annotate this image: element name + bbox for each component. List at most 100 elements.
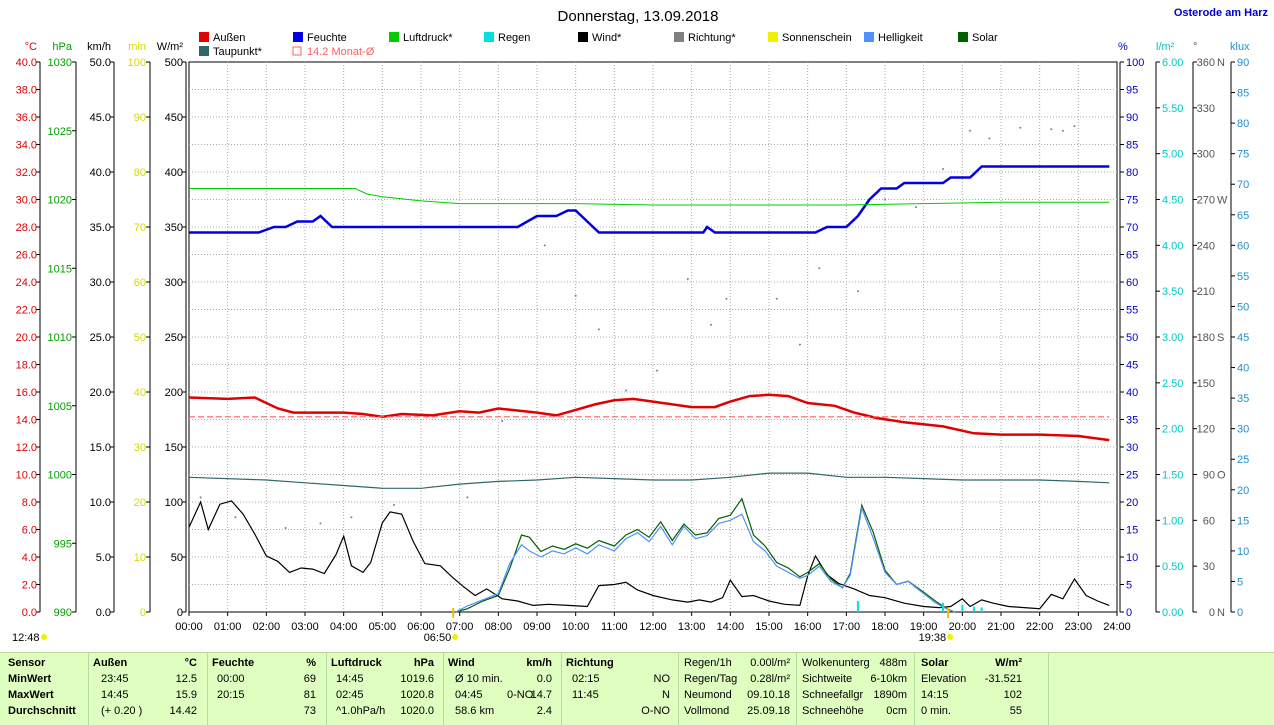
legend-swatch-3: [484, 32, 494, 42]
stats-aussen-r1-c0: 14:45: [101, 689, 129, 701]
legend-label-9: Taupunkt*: [213, 46, 263, 58]
wm2-tick-label-0: 0: [177, 607, 183, 619]
temp-tick-label-20: 40.0: [16, 57, 37, 69]
time-tick-label-20: 20:00: [949, 621, 977, 633]
stats-wind-r2-c2: 2.4: [536, 705, 552, 717]
klux-tick-label-2: 10: [1237, 546, 1249, 558]
wm2-tick-label-9: 450: [165, 112, 183, 124]
legend-swatch-7: [864, 32, 874, 42]
deg-tick-label-8: 240: [1197, 240, 1215, 252]
klux-tick-label-15: 75: [1237, 149, 1249, 161]
lm2-tick-label-10: 5.00: [1162, 149, 1183, 161]
stats-aussen-r2-c0: (+ 0.20 ): [101, 705, 143, 717]
series-richtung--point-6: [431, 485, 434, 488]
klux-tick-label-1: 5: [1237, 576, 1243, 588]
series-richtung--point-0: [199, 496, 202, 499]
series-richtung--point-19: [818, 267, 821, 270]
klux-tick-label-9: 45: [1237, 332, 1249, 344]
legend-swatch-6: [768, 32, 778, 42]
klux-tick-label-13: 65: [1237, 210, 1249, 222]
stats-luftdruck-r0-c1: 1019.6: [400, 673, 434, 685]
percent-tick-label-16: 80: [1126, 167, 1138, 179]
stats-separator-8: [1048, 653, 1049, 725]
temp-tick-label-3: 6.0: [22, 525, 37, 537]
deg-tick-label-1: 30: [1203, 561, 1215, 573]
legend-label-4: Wind*: [592, 32, 622, 44]
klux-tick-label-8: 40: [1237, 363, 1249, 375]
series-regen-bar-4: [980, 607, 983, 612]
series-richtung--point-2: [284, 526, 287, 529]
wm2-tick-label-8: 400: [165, 167, 183, 179]
klux-tick-label-0: 0: [1237, 607, 1243, 619]
stats-regen-label-2: Neumond: [684, 689, 732, 701]
klux-tick-label-17: 85: [1237, 88, 1249, 100]
stats-luftdruck-r0-c0: 14:45: [336, 673, 364, 685]
series-richtung--point-20: [856, 290, 859, 293]
percent-tick-label-18: 90: [1126, 112, 1138, 124]
hpa-tick-label-2: 1000: [48, 470, 72, 482]
wm2-tick-label-1: 50: [171, 552, 183, 564]
stats-wolken-value-3: 0cm: [886, 705, 907, 717]
lm2-tick-label-2: 1.00: [1162, 515, 1183, 527]
time-tick-label-24: 24:00: [1103, 621, 1131, 633]
min-tick-label-7: 70: [134, 222, 146, 234]
chart-title: Donnerstag, 13.09.2018: [558, 8, 719, 25]
sunrise-label: 06:50: [424, 632, 452, 644]
klux-tick-label-3: 15: [1237, 515, 1249, 527]
weather-chart: Donnerstag, 13.09.2018 Osterode am Harz …: [12, 7, 1268, 644]
stats-feuchte-r1-c1: 81: [303, 689, 316, 701]
kmh-tick-label-5: 25.0: [90, 332, 111, 344]
series-helligkeit-line: [455, 505, 955, 613]
deg-dir-label-9: W: [1217, 195, 1228, 207]
stats-separator-6: [796, 653, 797, 725]
series-richtung--point-27: [1050, 128, 1053, 131]
klux-tick-label-16: 80: [1237, 118, 1249, 130]
stats-separator-4: [561, 653, 562, 725]
klux-tick-label-7: 35: [1237, 393, 1249, 405]
stats-regen-label-0: Regen/1h: [684, 657, 732, 669]
stats-wolken-label-3: Schneehöhe: [802, 705, 864, 717]
klux-tick-label-10: 50: [1237, 301, 1249, 313]
stats-aussen-r1-c1: 15.9: [175, 689, 197, 701]
series-richtung--point-1: [234, 516, 237, 519]
series-richtung--point-26: [1019, 126, 1022, 129]
percent-tick-label-8: 40: [1126, 387, 1138, 399]
legend-label-8: Solar: [972, 32, 998, 44]
lm2-tick-label-11: 5.50: [1162, 103, 1183, 115]
stats-separator-0: [88, 653, 89, 725]
time-tick-label-21: 21:00: [987, 621, 1015, 633]
percent-tick-label-0: 0: [1126, 607, 1132, 619]
temp-tick-label-19: 38.0: [16, 85, 37, 97]
percent-tick-label-15: 75: [1126, 195, 1138, 207]
stats-wolken-label-0: Wolkenunterg: [802, 657, 870, 669]
legend-label-6: Sonnenschein: [782, 32, 852, 44]
time-tick-label-12: 12:00: [639, 621, 667, 633]
stats-feuchte-r1-c0: 20:15: [217, 689, 245, 701]
deg-tick-label-11: 330: [1197, 103, 1215, 115]
stats-wind-r2-c0: 58.6 km: [455, 705, 495, 717]
stats-regen-value-1: 0.28l/m²: [750, 673, 790, 685]
series-richtung--point-4: [350, 516, 353, 519]
hpa-unit-label: hPa: [52, 41, 72, 53]
legend-swatch-5: [674, 32, 684, 42]
percent-tick-label-10: 50: [1126, 332, 1138, 344]
sunset-label: 19:38: [919, 632, 947, 644]
stats-sensor-header: Sensor: [8, 657, 46, 669]
series-richtung--point-22: [914, 206, 917, 209]
time-tick-label-1: 01:00: [214, 621, 242, 633]
kmh-tick-label-2: 10.0: [90, 497, 111, 509]
klux-tick-label-14: 70: [1237, 179, 1249, 191]
klux-tick-label-4: 20: [1237, 485, 1249, 497]
stats-sensor-row-2: Durchschnitt: [8, 705, 76, 717]
temp-tick-label-15: 30.0: [16, 195, 37, 207]
stats-aussen-r0-c1: 12.5: [175, 673, 197, 685]
stats-aussen-r0-c0: 23:45: [101, 673, 129, 685]
time-tick-label-2: 02:00: [253, 621, 281, 633]
stats-regen-value-0: 0.00l/m²: [750, 657, 790, 669]
time-tick-label-10: 10:00: [562, 621, 590, 633]
stats-luftdruck-r2-c1: 1020.0: [400, 705, 434, 717]
hpa-tick-label-3: 1005: [48, 401, 72, 413]
stats-feuchte-header: Feuchte: [212, 657, 255, 669]
temp-tick-label-8: 16.0: [16, 387, 37, 399]
stats-wolken-value-0: 488m: [879, 657, 907, 669]
